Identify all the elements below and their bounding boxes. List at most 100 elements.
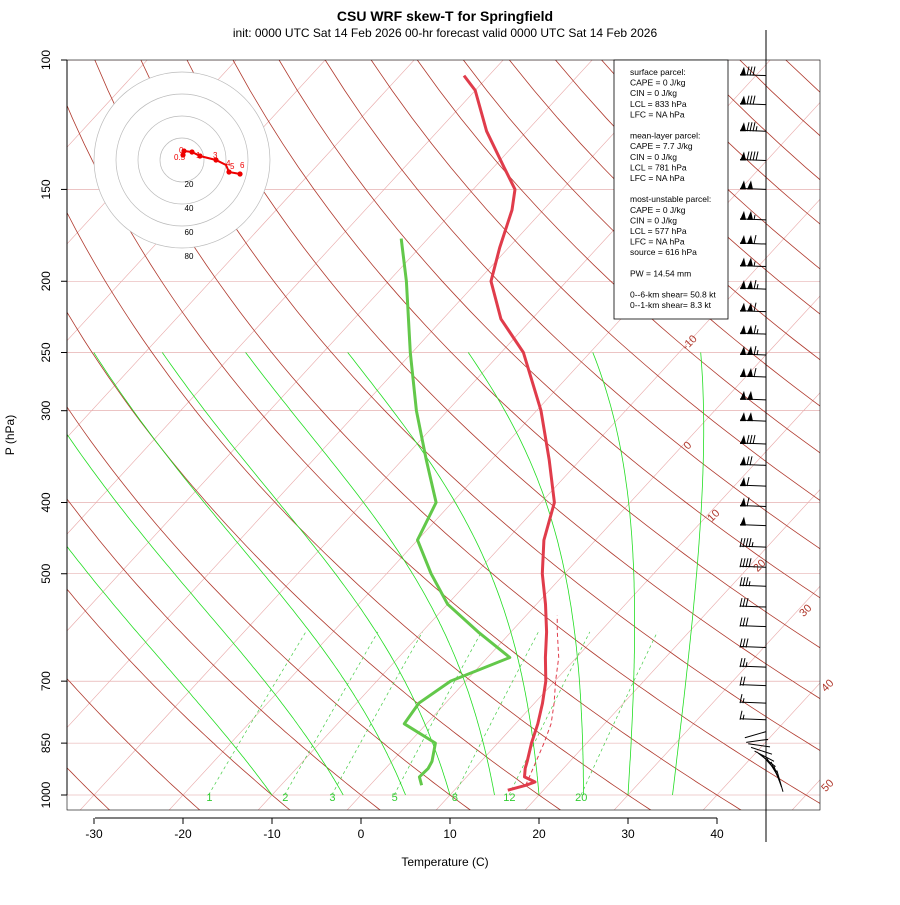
parcel-box-line: LCL = 577 hPa: [630, 226, 687, 236]
isotherm-line: [881, 26, 900, 810]
wind-barb-full: [753, 122, 755, 131]
wind-barb-full: [746, 639, 748, 648]
wind-barb-pennant: [740, 258, 746, 267]
parcel-box-line: LFC = NA hPa: [630, 173, 685, 183]
wind-barb: [740, 368, 766, 377]
wind-barb-low-level: [751, 747, 772, 754]
hodograph-ring-label-40: 40: [185, 204, 194, 213]
wind-barb-pennant: [747, 258, 753, 267]
wind-barb: [740, 517, 766, 526]
temperature-line: [464, 76, 554, 791]
hodograph: 20 40 60 80 0 0.5 1 3 4 5 6: [94, 72, 270, 261]
mixing-ratio-line: [332, 632, 423, 795]
wind-barb: [740, 67, 766, 76]
wind-barb-staff: [740, 606, 766, 607]
parcel-box-line: CAPE = 0 J/kg: [630, 205, 686, 215]
wind-barb-full: [750, 456, 752, 465]
parcel-box-line: 0--6-km shear= 50.8 kt: [630, 290, 716, 300]
mixing-ratio-label: 3: [329, 792, 335, 804]
wind-barb-pennant: [740, 368, 746, 377]
wind-barb-pennant: [747, 180, 753, 189]
wind-barb: [740, 151, 766, 160]
hodograph-point-label: 6: [240, 161, 245, 170]
y-axis-label: P (hPa): [3, 415, 17, 455]
parcel-box-line: LFC = NA hPa: [630, 237, 685, 247]
wind-barb: [740, 598, 766, 607]
wind-barb-pennant: [740, 346, 746, 355]
wind-barb-full: [747, 456, 749, 465]
wind-barb-full: [743, 639, 745, 648]
wind-barb: [740, 235, 766, 244]
wind-barb-pennant: [740, 391, 746, 400]
wind-barb-pennant: [740, 211, 746, 220]
chart-subtitle: init: 0000 UTC Sat 14 Feb 2026 00-hr for…: [233, 26, 658, 40]
isotherm-label: 50: [819, 777, 836, 794]
wind-barb-full: [750, 122, 752, 131]
parcel-box-line: LFC = NA hPa: [630, 109, 685, 119]
parcel-box-line: CIN = 0 J/kg: [630, 152, 677, 162]
wind-barb-full: [747, 151, 749, 160]
isotherm-label: 10: [705, 507, 722, 524]
wind-barb-full: [743, 658, 745, 667]
wind-barb: [740, 639, 766, 648]
wind-barb: [740, 391, 766, 400]
parcel-box-line: LCL = 833 hPa: [630, 99, 687, 109]
wind-barb: [740, 122, 766, 131]
wind-barb-pennant: [747, 391, 753, 400]
wind-barb-pennant: [740, 235, 746, 244]
wind-barb-pennant: [740, 303, 746, 312]
wind-barb: [740, 711, 766, 720]
hodograph-point-label: 5: [230, 162, 235, 171]
wind-barb-full: [746, 558, 748, 567]
wind-barb-full: [753, 435, 755, 444]
parcel-box-line: mean-layer parcel:: [630, 131, 700, 141]
wind-barb: [740, 456, 766, 465]
hodograph-point-label: 1: [196, 151, 201, 160]
y-tick-label: 700: [39, 671, 53, 691]
parcel-box-line: CAPE = 7.7 J/kg: [630, 141, 693, 151]
wind-barb: [740, 577, 766, 586]
y-tick-label: 150: [39, 179, 53, 199]
parcel-box-line: PW = 14.54 mm: [630, 268, 691, 278]
y-tick-label: 400: [39, 492, 53, 512]
wind-barb-full: [754, 346, 756, 355]
wind-barb-pennant: [740, 67, 746, 76]
isotherm-line: [169, 26, 890, 810]
wind-barb-full: [756, 151, 758, 160]
wind-barb-pennant: [740, 435, 746, 444]
hodograph-point-label: 0.5: [174, 153, 186, 162]
wind-barb-full: [743, 618, 745, 627]
wind-barb-full: [747, 122, 749, 131]
wind-barb-full: [747, 477, 749, 486]
hodograph-ring-label-80: 80: [185, 252, 194, 261]
wind-barb-staff: [740, 647, 766, 648]
wind-barb-pennant: [740, 96, 746, 105]
wind-barb: [740, 303, 766, 312]
wind-barbs: [740, 30, 783, 842]
wind-barb-staff: [740, 626, 766, 627]
wind-barb-full: [746, 618, 748, 627]
wind-barb-low-level: [755, 751, 774, 761]
wind-barb-full: [750, 96, 752, 105]
wind-barb-full: [754, 325, 756, 334]
mixing-ratio-label: 5: [392, 792, 398, 804]
wind-barb: [740, 618, 766, 627]
mixing-ratio-label: 2: [282, 792, 288, 804]
wind-barb-pennant: [740, 325, 746, 334]
hodograph-point-label: 3: [213, 151, 218, 160]
wind-barb-full: [747, 497, 749, 506]
wind-barb: [740, 497, 766, 506]
dry-adiabat: [216, 26, 900, 810]
wind-barb-full: [749, 538, 751, 547]
wind-barb-full: [754, 368, 756, 377]
y-tick-label: 300: [39, 400, 53, 420]
hodograph-point: [237, 171, 242, 176]
wind-barb-staff: [740, 666, 766, 667]
isotherm-line: [792, 26, 900, 810]
parcel-box-line: CIN = 0 J/kg: [630, 215, 677, 225]
parcel-box-line: most-unstable parcel:: [630, 194, 711, 204]
wind-barb-full: [750, 67, 752, 76]
